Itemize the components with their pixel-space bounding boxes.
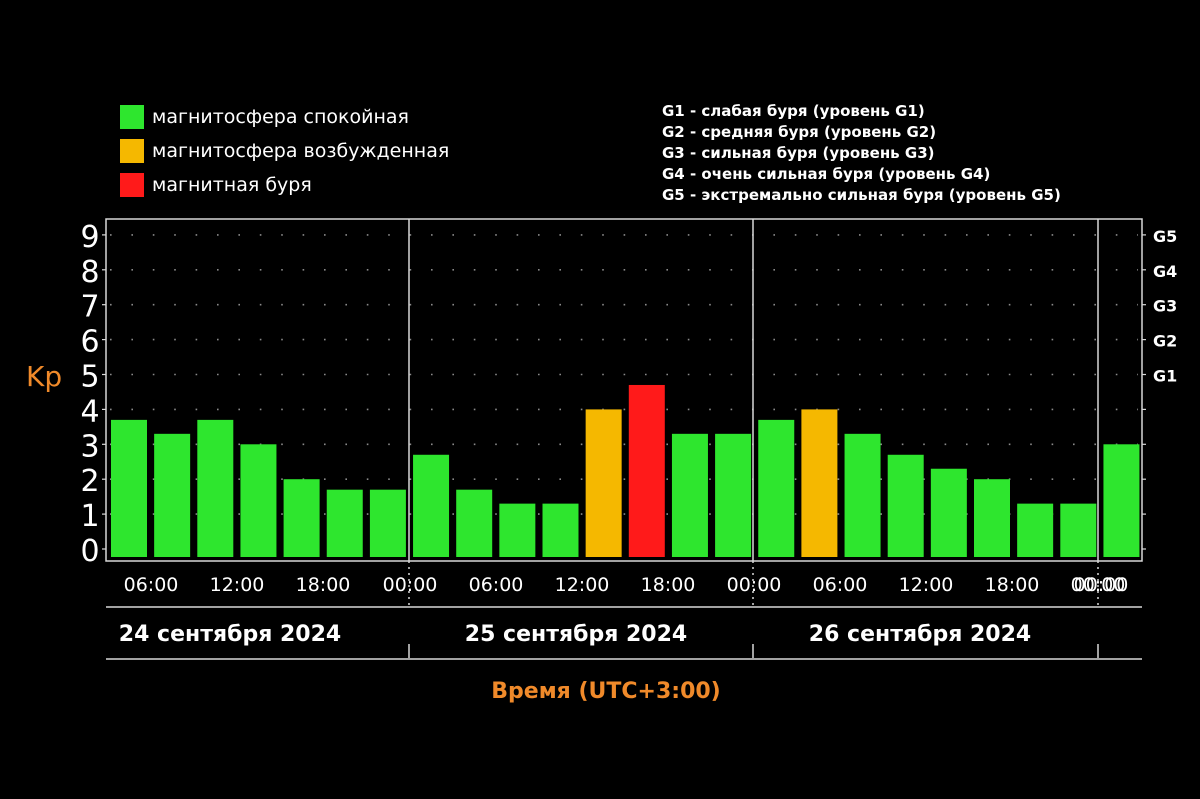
legend-item-quiet: магнитосфера спокойная (120, 100, 449, 134)
y-tick-label: 7 (80, 290, 99, 325)
time-tick-label: 06:00 (124, 574, 179, 596)
g-scale-line: G4 - очень сильная буря (уровень G4) (662, 165, 991, 183)
kp-bar (1103, 444, 1140, 557)
y-axis-label: Kp (26, 360, 62, 393)
g-scale-line: G2 - средняя буря (уровень G2) (662, 123, 937, 141)
x-axis-label: Время (UTC+3:00) (491, 679, 721, 704)
time-tick-label: 06:00 (813, 574, 868, 596)
g-tick-label: G5 (1153, 227, 1177, 246)
kp-bar (715, 433, 752, 557)
g-tick-label: G2 (1153, 332, 1177, 351)
time-tick-label: 18:00 (985, 574, 1040, 596)
time-tick-label: 00:00 (1071, 574, 1126, 596)
day-label: 26 сентября 2024 (809, 622, 1031, 647)
kp-bar (844, 433, 881, 557)
kp-bar (1017, 503, 1054, 557)
kp-bar (887, 454, 924, 557)
g-scale-line: G1 - слабая буря (уровень G1) (662, 102, 925, 120)
legend-swatch-active (120, 139, 144, 163)
kp-bar (628, 384, 665, 557)
kp-bar (585, 409, 622, 557)
kp-bar (326, 489, 363, 557)
y-tick-label: 8 (80, 255, 99, 290)
time-tick-label: 12:00 (555, 574, 610, 596)
kp-bar (413, 454, 450, 557)
time-tick-label: 06:00 (469, 574, 524, 596)
time-tick-label: 00:00 (383, 574, 438, 596)
color-legend: магнитосфера спокойная магнитосфера возб… (120, 100, 449, 202)
y-tick-label: 4 (80, 394, 99, 429)
kp-bar (801, 409, 838, 557)
kp-bar (240, 444, 277, 557)
day-label: 24 сентября 2024 (119, 622, 341, 647)
y-tick-label: 3 (80, 429, 99, 464)
y-tick-label: 5 (80, 360, 99, 395)
legend-label: магнитосфера возбужденная (152, 140, 450, 162)
kp-bar (369, 489, 406, 557)
kp-bar (758, 419, 795, 557)
kp-bar (154, 433, 191, 557)
legend-swatch-storm (120, 173, 144, 197)
time-tick-label: 00:00 (1074, 574, 1129, 596)
time-tick-label: 12:00 (210, 574, 265, 596)
g-scale-line: G3 - сильная буря (уровень G3) (662, 144, 935, 162)
kp-bar (283, 479, 320, 557)
kp-bar (974, 479, 1010, 557)
kp-bar (197, 419, 234, 557)
time-tick-label: 12:00 (899, 574, 954, 596)
kp-bar (542, 503, 579, 557)
kp-bar (930, 468, 967, 557)
kp-bar (499, 503, 536, 557)
time-tick-label: 00:00 (727, 574, 782, 596)
y-tick-label: 1 (80, 499, 99, 534)
g-tick-label: G4 (1153, 262, 1177, 281)
kp-bar (671, 433, 708, 557)
y-tick-label: 0 (80, 534, 99, 569)
y-tick-label: 2 (80, 464, 99, 499)
g-scale-legend: G1 - слабая буря (уровень G1) G2 - средн… (662, 101, 1061, 206)
day-label: 25 сентября 2024 (465, 622, 687, 647)
kp-bar (111, 419, 147, 557)
y-tick-label: 9 (80, 220, 99, 255)
legend-label: магнитосфера спокойная (152, 106, 409, 128)
legend-item-active: магнитосфера возбужденная (120, 134, 449, 168)
plot-frame (105, 218, 1143, 562)
legend-label: магнитная буря (152, 174, 312, 196)
y-tick-label: 6 (80, 325, 99, 360)
legend-item-storm: магнитная буря (120, 168, 449, 202)
time-tick-label: 18:00 (296, 574, 351, 596)
kp-bar (456, 489, 493, 557)
g-tick-label: G3 (1153, 297, 1177, 316)
g-scale-line: G5 - экстремально сильная буря (уровень … (662, 186, 1061, 204)
legend-swatch-quiet (120, 105, 144, 129)
time-tick-label: 18:00 (641, 574, 696, 596)
g-tick-label: G1 (1153, 367, 1177, 386)
kp-bar (1060, 503, 1097, 557)
